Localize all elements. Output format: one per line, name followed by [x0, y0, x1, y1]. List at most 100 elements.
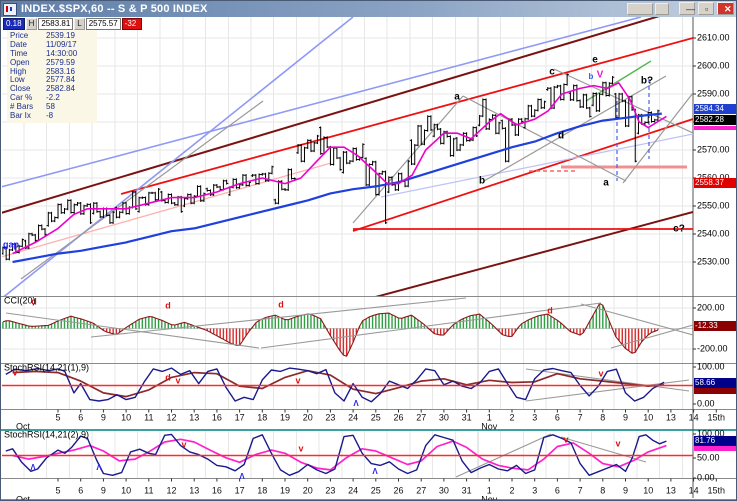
svg-text:30: 30 [439, 412, 449, 422]
svg-text:6: 6 [555, 485, 560, 495]
svg-text:6: 6 [78, 412, 83, 422]
svg-text:7: 7 [578, 485, 583, 495]
svg-text:9: 9 [101, 485, 106, 495]
svg-text:StochRSI(14,21(2),9): StochRSI(14,21(2),9) [4, 429, 89, 439]
svg-text:3: 3 [532, 485, 537, 495]
svg-text:17: 17 [235, 412, 245, 422]
svg-text:Oct: Oct [16, 494, 31, 501]
pane-separators [1, 17, 736, 500]
price-marker-last: 2582.28 [694, 115, 736, 125]
svg-text:a: a [454, 92, 460, 103]
svg-text:v: v [615, 438, 620, 448]
svg-text:2570.00: 2570.00 [697, 144, 730, 154]
svg-text:b?: b? [641, 76, 653, 87]
svg-text:V: V [597, 70, 604, 81]
svg-text:2560.00: 2560.00 [697, 172, 730, 182]
high-value: 2583.81 [38, 18, 74, 30]
svg-text:23: 23 [325, 485, 335, 495]
stochrsi2-signal-box [694, 446, 736, 451]
svg-text:2: 2 [509, 485, 514, 495]
svg-text:8: 8 [600, 485, 605, 495]
svg-text:2530.00: 2530.00 [697, 256, 730, 266]
cci-value-box: -12.33 [694, 321, 736, 331]
svg-text:v: v [598, 368, 603, 378]
svg-text:d: d [31, 296, 37, 306]
svg-text:0.00: 0.00 [697, 472, 715, 482]
svg-text:d: d [558, 131, 564, 142]
svg-text:13: 13 [189, 485, 199, 495]
price-marker-ma [694, 126, 736, 130]
pane-titles: CCI(20) StochRSI(14,21(1),9) StochRSI(14,2… [4, 295, 89, 439]
svg-text:13: 13 [666, 485, 676, 495]
svg-text:8: 8 [600, 412, 605, 422]
svg-text:v: v [175, 375, 180, 385]
svg-text:2600.00: 2600.00 [697, 60, 730, 70]
svg-text:v: v [295, 375, 300, 385]
svg-text:-200.00: -200.00 [697, 343, 728, 353]
svg-text:13: 13 [189, 412, 199, 422]
svg-text:27: 27 [416, 485, 426, 495]
svg-text:Oct: Oct [16, 421, 31, 431]
svg-text:9: 9 [623, 485, 628, 495]
svg-text:26: 26 [393, 485, 403, 495]
close-button[interactable]: ✕ [717, 2, 734, 15]
svg-text:9: 9 [623, 412, 628, 422]
svg-text:24: 24 [348, 485, 358, 495]
svg-text:11: 11 [144, 485, 153, 495]
titlebar-tool-button-2[interactable] [655, 2, 669, 15]
svg-text:1: 1 [487, 485, 492, 495]
maximize-button[interactable]: ▫ [698, 2, 714, 15]
stochrsi2-value-box: 81.76 [694, 436, 736, 446]
svg-text:200.00: 200.00 [697, 302, 725, 312]
svg-text:d: d [165, 300, 171, 310]
title-bar: INDEX.$SPX,60 -- S & P 500 INDEX — ▫ ✕ [1, 1, 736, 17]
svg-text:Λ: Λ [96, 463, 102, 472]
svg-text:26: 26 [393, 412, 403, 422]
svg-text:c?: c? [673, 224, 685, 235]
titlebar-tool-button-1[interactable] [627, 2, 653, 15]
main-price-pane [2, 17, 693, 296]
svg-text:20: 20 [303, 485, 313, 495]
svg-text:23: 23 [325, 412, 335, 422]
svg-text:12: 12 [166, 412, 176, 422]
svg-text:100.00: 100.00 [697, 361, 725, 371]
svg-text:c: c [549, 67, 555, 78]
svg-text:25: 25 [371, 485, 381, 495]
svg-text:100.00: 100.00 [697, 428, 725, 438]
svg-text:16: 16 [212, 485, 222, 495]
svg-text:5: 5 [55, 485, 60, 495]
svg-text:Λ: Λ [353, 399, 359, 408]
svg-text:Λ: Λ [239, 472, 245, 481]
stochrsi1-value-box: 58.66 [694, 378, 736, 388]
svg-text:0.00: 0.00 [697, 398, 715, 408]
svg-text:30: 30 [439, 485, 449, 495]
price-marker-upper: 2584.34 [694, 104, 736, 114]
svg-text:18: 18 [257, 485, 267, 495]
svg-text:10: 10 [643, 485, 653, 495]
svg-text:StochRSI(14,21(1),9): StochRSI(14,21(1),9) [4, 362, 89, 372]
minimize-button[interactable]: — [679, 2, 695, 15]
svg-text:v: v [298, 443, 303, 453]
svg-text:6: 6 [555, 412, 560, 422]
svg-text:2550.00: 2550.00 [697, 200, 730, 210]
svg-text:Λ: Λ [372, 467, 378, 476]
svg-text:2590.00: 2590.00 [697, 88, 730, 98]
svg-text:20: 20 [303, 412, 313, 422]
svg-text:Λ: Λ [30, 463, 36, 472]
svg-text:17: 17 [235, 485, 245, 495]
high-chip: H [25, 18, 38, 30]
svg-text:Nov: Nov [481, 494, 498, 501]
svg-text:v: v [12, 367, 17, 377]
cursor-info-box: Price 2539.19 Date 11/09/17 Time 14:30:00 O… [7, 30, 97, 123]
svg-text:10: 10 [121, 412, 131, 422]
svg-text:b: b [479, 176, 485, 187]
svg-text:15th: 15th [708, 485, 726, 495]
svg-text:19: 19 [280, 485, 290, 495]
svg-text:2: 2 [509, 412, 514, 422]
stochrsi2-pane [2, 433, 693, 478]
svg-text:12: 12 [166, 485, 176, 495]
price-marker-stop: 2558.37 [694, 178, 736, 188]
